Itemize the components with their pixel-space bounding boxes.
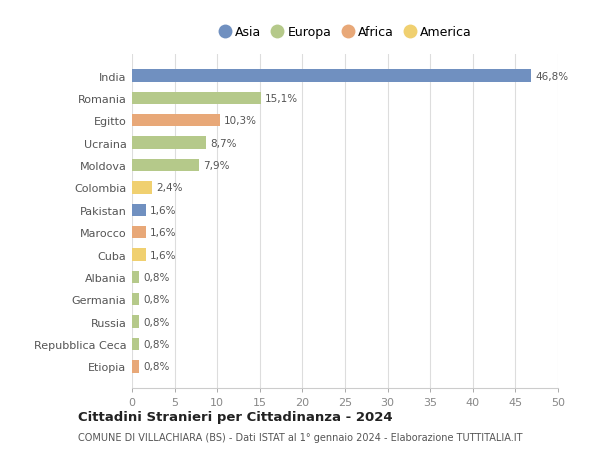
Text: Cittadini Stranieri per Cittadinanza - 2024: Cittadini Stranieri per Cittadinanza - 2… xyxy=(78,410,392,423)
Text: 8,7%: 8,7% xyxy=(211,138,237,148)
Text: 0,8%: 0,8% xyxy=(143,272,169,282)
Text: 0,8%: 0,8% xyxy=(143,295,169,305)
Bar xyxy=(132,137,206,150)
Bar xyxy=(132,93,260,105)
Bar xyxy=(132,316,139,328)
Text: COMUNE DI VILLACHIARA (BS) - Dati ISTAT al 1° gennaio 2024 - Elaborazione TUTTIT: COMUNE DI VILLACHIARA (BS) - Dati ISTAT … xyxy=(78,432,523,442)
Text: 0,8%: 0,8% xyxy=(143,317,169,327)
Text: 1,6%: 1,6% xyxy=(150,250,176,260)
Text: 15,1%: 15,1% xyxy=(265,94,298,104)
Text: 0,8%: 0,8% xyxy=(143,362,169,372)
Bar xyxy=(132,70,531,83)
Bar xyxy=(132,338,139,350)
Bar xyxy=(132,293,139,306)
Text: 7,9%: 7,9% xyxy=(203,161,230,171)
Bar xyxy=(132,226,146,239)
Bar xyxy=(132,249,146,261)
Bar xyxy=(132,115,220,127)
Legend: Asia, Europa, Africa, America: Asia, Europa, Africa, America xyxy=(214,22,476,45)
Bar xyxy=(132,182,152,194)
Text: 0,8%: 0,8% xyxy=(143,339,169,349)
Text: 46,8%: 46,8% xyxy=(535,71,568,81)
Bar xyxy=(132,204,146,217)
Text: 2,4%: 2,4% xyxy=(157,183,183,193)
Text: 1,6%: 1,6% xyxy=(150,228,176,238)
Bar xyxy=(132,360,139,373)
Text: 10,3%: 10,3% xyxy=(224,116,257,126)
Bar xyxy=(132,160,199,172)
Text: 1,6%: 1,6% xyxy=(150,205,176,215)
Bar xyxy=(132,271,139,283)
